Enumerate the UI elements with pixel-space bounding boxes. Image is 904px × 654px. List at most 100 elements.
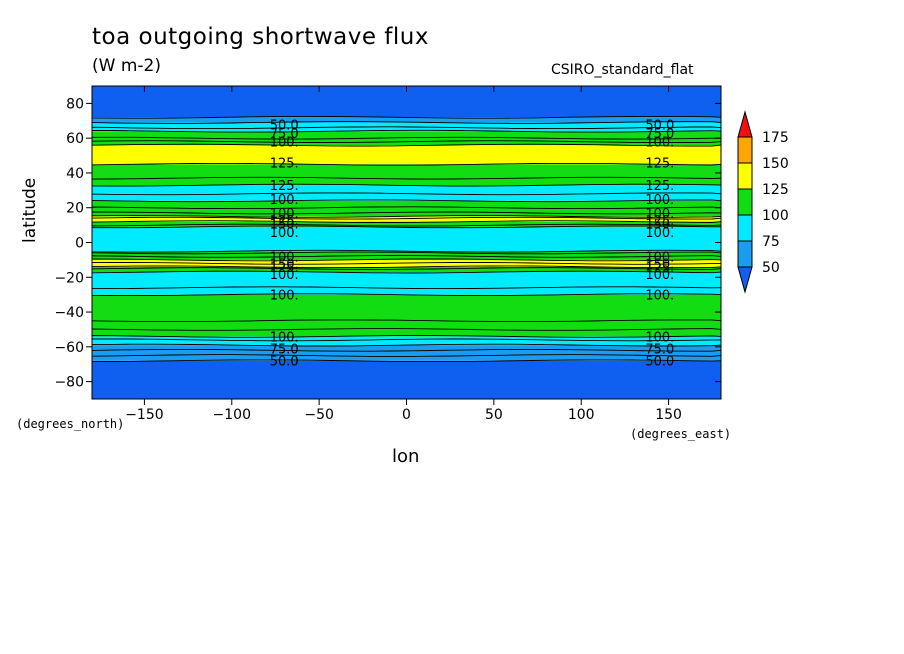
colorbar: 175 150 125 100 75 50	[737, 110, 789, 294]
y-tick-label: −80	[54, 375, 84, 391]
contour-label: 100.	[645, 250, 674, 265]
band-50_75	[92, 117, 721, 123]
contour-line	[91, 286, 722, 290]
contour-label: 100.	[645, 268, 674, 283]
contour-label: 50.0	[645, 355, 674, 370]
x-tick-label: 50	[485, 407, 503, 423]
band-75_100	[92, 336, 721, 346]
band-50_75	[92, 345, 721, 361]
contour-label: 75.0	[270, 343, 299, 358]
contour-label: 125.	[270, 157, 299, 172]
contour-line	[91, 115, 722, 119]
contour-label: 50.0	[270, 118, 299, 133]
contour-line	[91, 176, 722, 180]
contour-line	[91, 143, 722, 147]
contour-label: 100.	[645, 193, 674, 208]
contour-line	[91, 215, 722, 218]
band-75_100	[92, 226, 721, 252]
contour-line	[91, 225, 721, 229]
y-axis-units: (degrees_north)	[16, 417, 125, 431]
contour-line	[91, 162, 722, 166]
contour-line	[91, 136, 721, 140]
contour-line	[91, 121, 722, 124]
contour-line	[91, 220, 722, 223]
colorbar-top-arrow	[737, 110, 753, 138]
colorbar-segment	[737, 188, 753, 216]
colorbar-segment	[737, 162, 753, 190]
contour-line	[91, 359, 722, 363]
colorbar-bottom-arrow	[737, 266, 753, 294]
band-125_150	[92, 145, 721, 165]
contour-line	[91, 192, 722, 196]
contour-fill-bands	[92, 86, 721, 399]
contour-line	[91, 251, 722, 255]
x-axis-label: lon	[392, 446, 420, 467]
contour-line	[91, 262, 722, 265]
contour-label: 100.	[645, 136, 674, 151]
contour-label: 75.0	[645, 127, 674, 142]
y-tick-label: 40	[66, 166, 84, 182]
contour-label: 150.	[270, 257, 299, 272]
band-75_100	[92, 185, 721, 201]
contour-line	[91, 255, 722, 258]
contour-label: 50.0	[645, 118, 674, 133]
x-tick-label: 150	[655, 407, 682, 423]
y-tick-label: −60	[54, 340, 84, 356]
contour-line	[91, 206, 722, 210]
contour-label: 150.	[645, 257, 674, 272]
contour-label: 125.	[645, 214, 674, 229]
contour-line	[91, 129, 722, 133]
contour-label: 125.	[645, 261, 674, 276]
chart-units: (W m-2)	[92, 56, 161, 76]
colorbar-label: 75	[762, 234, 780, 250]
colorbar-segment	[737, 214, 753, 242]
contour-label: 100.	[645, 226, 674, 241]
contour-line	[91, 293, 722, 297]
contour-line	[91, 335, 722, 338]
contour-label: 100.	[270, 226, 299, 241]
y-tick-label: 0	[75, 236, 84, 252]
contour-label: 125.	[270, 261, 299, 276]
band-below_50	[92, 360, 721, 399]
contour-line	[91, 216, 722, 220]
contour-label: 100.	[270, 193, 299, 208]
contour-label: 125.	[645, 157, 674, 172]
contour-line	[91, 328, 722, 331]
contour-label: 150.	[270, 217, 299, 232]
contour-label: 100.	[645, 207, 674, 222]
x-axis-units: (degrees_east)	[630, 427, 732, 441]
contour-label: 150.	[645, 217, 674, 232]
contour-label: 100.	[270, 289, 299, 304]
contour-label: 125.	[645, 179, 674, 194]
x-tick-label: −150	[125, 407, 163, 423]
colorbar-segment	[737, 136, 753, 164]
contour-line	[91, 354, 722, 357]
model-name: CSIRO_standard_flat	[551, 62, 694, 78]
colorbar-label: 175	[762, 130, 789, 146]
contour-lines	[91, 115, 722, 363]
colorbar-label: 125	[762, 182, 789, 198]
contour-line	[91, 249, 722, 253]
contour-line	[91, 338, 721, 342]
contour-label: 125.	[270, 179, 299, 194]
band-100_125	[92, 221, 721, 227]
contour-line	[91, 348, 722, 352]
band-100_125	[92, 200, 721, 217]
contour-label: 50.0	[270, 355, 299, 370]
contour-labels: 50.075.0100.125.125.100.100.125.150.100.…	[270, 118, 675, 369]
contour-line	[91, 183, 722, 187]
contour-line	[91, 199, 722, 203]
band-75_100	[92, 272, 721, 295]
contour-label: 100.	[270, 268, 299, 283]
contour-line	[91, 258, 722, 262]
y-tick-label: −20	[54, 270, 84, 286]
y-tick-label: 80	[66, 96, 84, 112]
contour-line	[91, 223, 722, 227]
y-tick-label: 60	[66, 131, 84, 147]
plot-axes: −150 −100 −50 0 50 100 150 −80 −60 −40 −20 0 20 40 60 8…	[54, 85, 722, 423]
contour-label: 125.	[270, 214, 299, 229]
contour-label: 100.	[270, 250, 299, 265]
x-tick-label: −100	[213, 407, 251, 423]
contour-label: 75.0	[645, 343, 674, 358]
